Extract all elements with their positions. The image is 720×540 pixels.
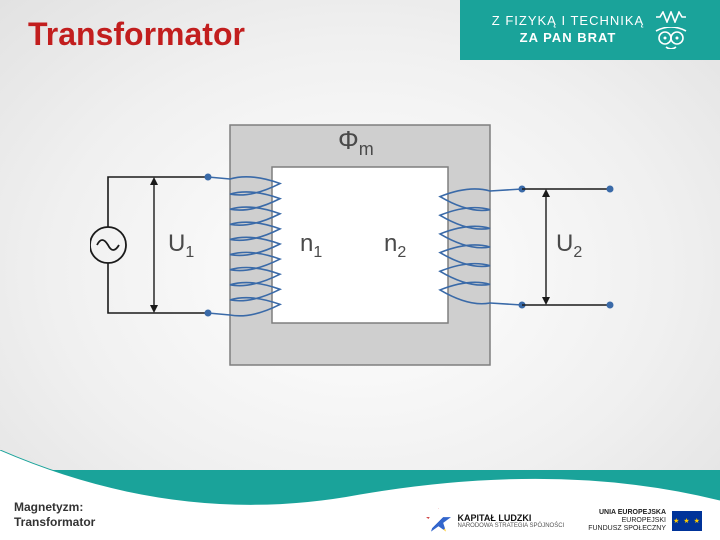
header-line1: Z FIZYKĄ I TECHNIKĄ	[492, 13, 644, 30]
label-phi: Φm	[338, 125, 374, 160]
footer-logos: KAPITAŁ LUDZKI NARODOWA STRATEGIA SPÓJNO…	[426, 508, 702, 534]
resistor-icon	[655, 11, 687, 23]
header-line2: ZA PAN BRAT	[492, 30, 644, 47]
header-icons	[654, 11, 688, 49]
logo-eu: UNIA EUROPEJSKA EUROPEJSKI FUNDUSZ SPOŁE…	[588, 509, 702, 532]
transformer-diagram: Φm U1 n1 n2 U2	[90, 115, 630, 375]
header-text: Z FIZYKĄ I TECHNIKĄ ZA PAN BRAT	[492, 13, 644, 47]
kl-sub: NARODOWA STRATEGIA SPÓJNOŚCI	[458, 523, 565, 529]
label-u2: U2	[556, 230, 582, 262]
phi-symbol: Φ	[338, 125, 359, 155]
nerd-glasses-icon	[654, 27, 688, 49]
label-n2: n2	[384, 230, 406, 262]
header-banner: Z FIZYKĄ I TECHNIKĄ ZA PAN BRAT	[460, 0, 720, 60]
label-n1: n1	[300, 230, 322, 262]
logo-kapital-ludzki: KAPITAŁ LUDZKI NARODOWA STRATEGIA SPÓJNO…	[426, 508, 565, 534]
footer-line2: Transformator	[14, 515, 95, 530]
footer-line1: Magnetyzm:	[14, 500, 95, 515]
kl-title: KAPITAŁ LUDZKI	[458, 514, 565, 523]
eu-text: UNIA EUROPEJSKA EUROPEJSKI FUNDUSZ SPOŁE…	[588, 509, 666, 532]
slide: Z FIZYKĄ I TECHNIKĄ ZA PAN BRAT Transfor…	[0, 0, 720, 540]
kl-star-icon	[426, 508, 452, 534]
page-title: Transformator	[28, 16, 245, 53]
eu-flag-icon: ★ ★ ★	[672, 511, 702, 531]
phi-sub: m	[359, 139, 374, 159]
label-u1: U1	[168, 230, 194, 262]
footer-label: Magnetyzm: Transformator	[14, 500, 95, 530]
